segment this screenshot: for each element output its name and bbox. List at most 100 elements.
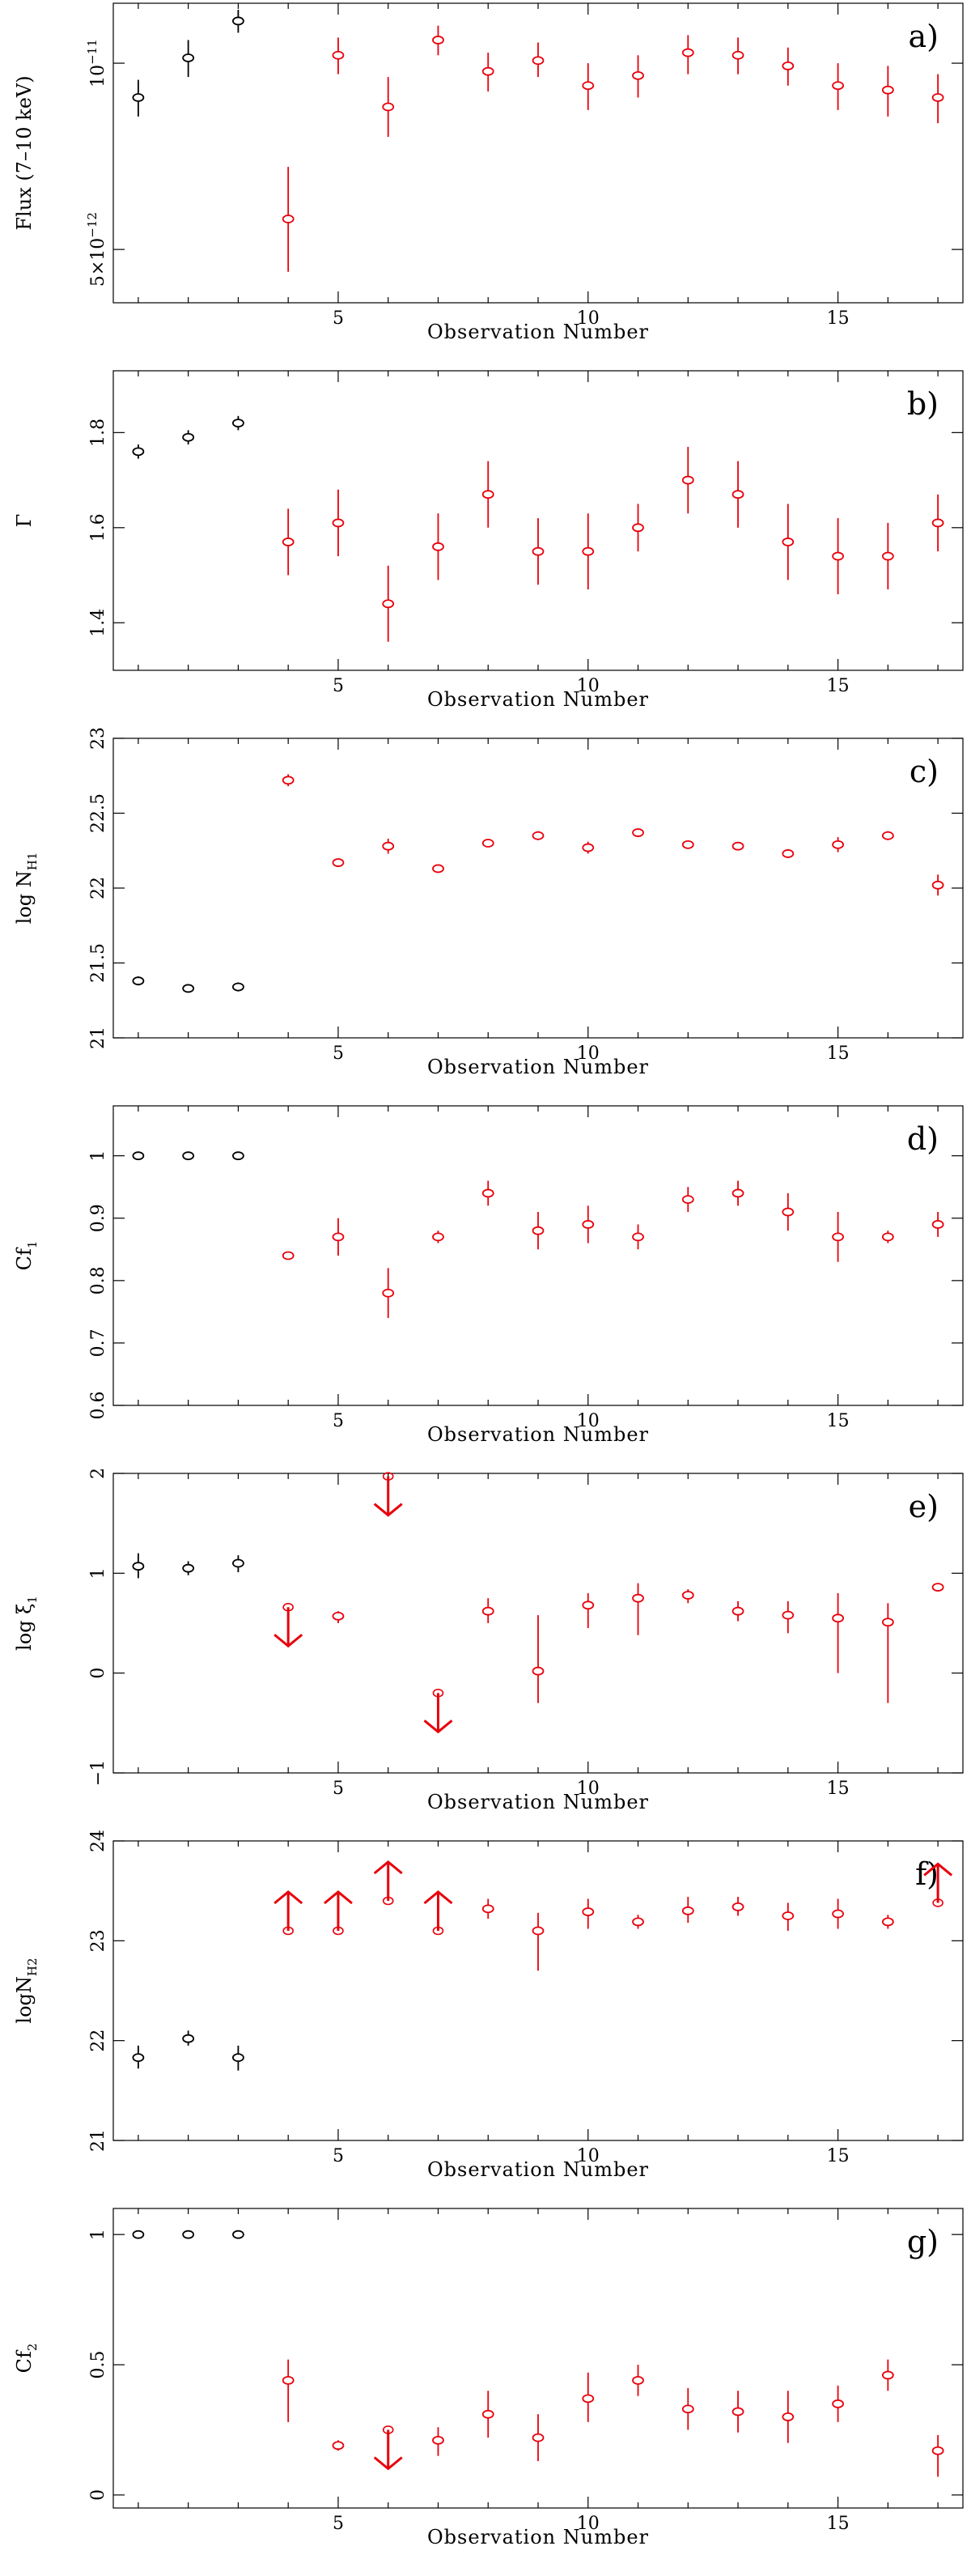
panel-label: g) xyxy=(907,2224,939,2259)
data-point xyxy=(481,66,494,76)
panel-label: b) xyxy=(907,386,939,422)
data-point xyxy=(532,56,545,66)
data-point xyxy=(881,1232,894,1242)
y-tick-label: −1 xyxy=(88,1760,108,1786)
panel-b: 5 10 15 Observation Number 1.4 1.6 1.8 Γb) xyxy=(13,370,964,711)
data-point xyxy=(182,984,195,993)
data-point xyxy=(731,1188,744,1198)
data-point xyxy=(182,1563,195,1573)
y-tick-label: 21 xyxy=(88,1027,108,1049)
upper-limit-arrowhead xyxy=(423,1719,453,1734)
plot-frame xyxy=(112,1840,964,2141)
y-axis-label: log NH1 xyxy=(13,852,40,925)
data-point xyxy=(832,81,844,91)
data-point xyxy=(182,2230,195,2239)
y-tick-label: 23 xyxy=(88,1929,108,1952)
plot-frame xyxy=(112,738,964,1039)
y-axis-label-subscript: 1 xyxy=(25,1241,40,1249)
y-tick-label: 1.8 xyxy=(88,419,108,447)
data-point xyxy=(132,1151,145,1161)
data-point xyxy=(731,2407,744,2417)
panel-label: a) xyxy=(909,19,939,54)
y-axis-label: log ξ1 xyxy=(13,1596,40,1651)
data-point xyxy=(881,1617,894,1627)
data-point xyxy=(432,542,444,551)
data-point xyxy=(731,1902,744,1911)
data-point xyxy=(182,432,195,442)
y-tick-label: 5×10−12 xyxy=(85,212,108,287)
upper-limit-arrowhead xyxy=(373,2456,403,2471)
plot-frame xyxy=(112,2208,964,2509)
data-point xyxy=(782,1207,795,1217)
data-point xyxy=(782,538,795,546)
panel-g: 5 10 15 Observation Number 0 0.5 1 Cf2 g) xyxy=(13,2208,964,2548)
plot-frame xyxy=(112,1105,964,1406)
data-point xyxy=(881,1917,894,1927)
data-point xyxy=(232,419,244,428)
data-point xyxy=(132,1562,145,1571)
data-point xyxy=(382,1288,395,1298)
y-tick-label: 0 xyxy=(88,2489,108,2501)
y-tick-label: 22 xyxy=(88,2030,108,2052)
y-tick-label: 0.9 xyxy=(88,1204,108,1232)
data-point xyxy=(532,2433,545,2442)
data-point xyxy=(182,53,195,62)
data-point xyxy=(931,1583,944,1592)
data-point xyxy=(332,518,345,528)
upper-limit-arrowhead xyxy=(373,1503,403,1517)
data-point xyxy=(532,1926,545,1936)
data-point xyxy=(432,1689,444,1698)
data-point xyxy=(282,538,295,546)
x-tick-label: 5 xyxy=(333,1044,344,1064)
y-axis-label: Cf2 xyxy=(13,2344,40,2374)
x-tick-label: 15 xyxy=(827,1779,850,1799)
x-tick-label: 5 xyxy=(333,2514,344,2534)
y-axis-label: Γ xyxy=(13,514,36,528)
data-point xyxy=(132,976,145,986)
data-point xyxy=(132,2230,145,2239)
data-point xyxy=(432,864,444,874)
panel-e: 5 10 15 Observation Number −1 0 1 2 log ξ1 e) xyxy=(13,1468,964,1813)
lower-limit-arrowhead xyxy=(373,1860,403,1875)
x-axis-label: Observation Number xyxy=(427,2158,649,2181)
data-point xyxy=(481,1904,494,1914)
data-point xyxy=(182,1151,195,1161)
data-point xyxy=(232,2230,244,2239)
exponent: −11 xyxy=(85,39,100,65)
data-point xyxy=(382,102,395,112)
data-point xyxy=(681,840,694,849)
data-point xyxy=(832,551,844,561)
y-tick-label: 22.5 xyxy=(88,793,108,833)
y-tick-label: 1 xyxy=(88,2229,108,2240)
x-tick-label: 5 xyxy=(333,2146,344,2166)
data-point xyxy=(282,1251,295,1260)
data-point xyxy=(881,551,894,561)
data-point xyxy=(132,2053,145,2063)
data-point xyxy=(432,1926,444,1936)
data-point xyxy=(282,776,295,785)
x-axis-label: Observation Number xyxy=(427,1423,649,1446)
x-tick-label: 15 xyxy=(827,2146,850,2166)
x-tick-label: 15 xyxy=(827,2514,850,2534)
data-point xyxy=(881,2370,894,2380)
y-tick-label: 21 xyxy=(88,2129,108,2152)
lower-limit-arrowhead xyxy=(273,1890,303,1905)
y-axis-label-subscript: 1 xyxy=(25,1596,40,1604)
data-point xyxy=(382,599,395,609)
y-tick-label: 24 xyxy=(88,1830,108,1852)
panel-label: e) xyxy=(909,1489,939,1524)
panel-label: c) xyxy=(910,754,939,789)
data-point xyxy=(782,2412,795,2421)
y-tick-label: 0.6 xyxy=(88,1392,108,1420)
panel-c: 5 10 15 Observation Number 21 21.5 22 22.5 23 log… xyxy=(13,727,964,1078)
y-axis-label-subscript: H2 xyxy=(25,1958,40,1976)
data-point xyxy=(432,36,444,45)
data-point xyxy=(332,2441,345,2451)
data-point xyxy=(832,840,844,849)
y-tick-label: 1.4 xyxy=(88,609,108,637)
data-point xyxy=(232,2053,244,2063)
x-tick-label: 10 xyxy=(577,308,600,329)
data-point xyxy=(932,1898,943,1907)
